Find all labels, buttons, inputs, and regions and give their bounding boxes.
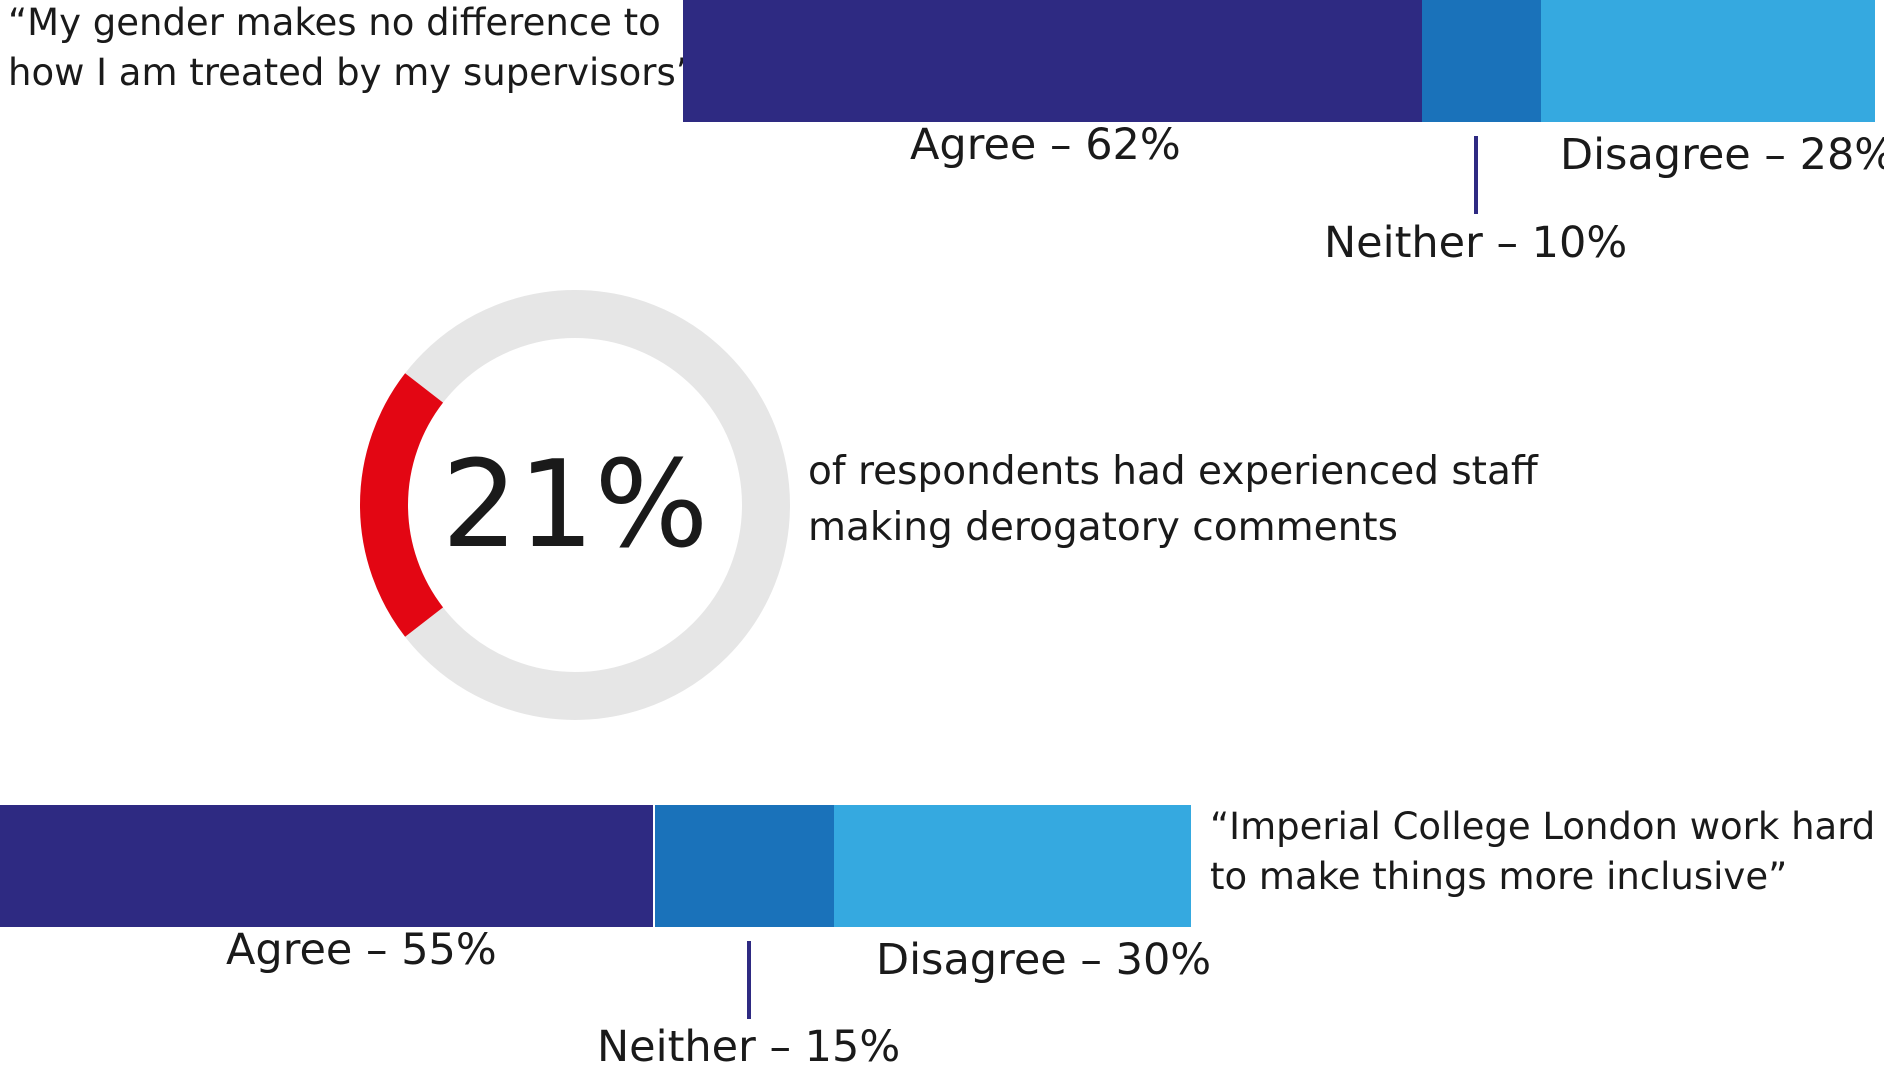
- question-2-line-1: “Imperial College London work hard: [1210, 805, 1876, 848]
- bar-1-neither-tick: [1474, 136, 1478, 214]
- question-1-line-1: “My gender makes no difference to: [8, 1, 661, 44]
- donut-caption-line-2: making derogatory comments: [808, 505, 1398, 550]
- bar-2-disagree-label: Disagree – 30%: [876, 935, 1212, 985]
- survey-question-1: “My gender makes no difference to how I …: [8, 0, 695, 98]
- bar-1-disagree-label: Disagree – 28%: [1560, 130, 1884, 180]
- bar-1-agree-segment: [683, 0, 1423, 122]
- survey-question-2: “Imperial College London work hard to ma…: [1210, 802, 1875, 902]
- bar-2-neither-segment: [655, 805, 834, 927]
- bar-2-neither-tick: [747, 941, 751, 1019]
- bar-1-disagree-segment: [1541, 0, 1875, 122]
- bar-2-agree-label: Agree – 55%: [226, 925, 497, 975]
- donut-highlight-arc: [360, 373, 444, 637]
- stacked-bar-1: [683, 0, 1875, 122]
- bar-1-neither-segment: [1422, 0, 1542, 122]
- question-2-line-2: to make things more inclusive”: [1210, 855, 1788, 898]
- donut-svg: [360, 290, 790, 720]
- donut-caption-line-1: of respondents had experienced staff: [808, 449, 1538, 494]
- bar-2-agree-segment: [0, 805, 656, 927]
- bar-2-neither-label: Neither – 15%: [597, 1022, 901, 1072]
- stacked-bar-2: [0, 805, 1191, 927]
- bar-2-disagree-segment: [833, 805, 1191, 927]
- question-1-line-2: how I am treated by my supervisors”: [8, 51, 695, 94]
- donut-center-value: 21%: [441, 435, 709, 575]
- bar-1-agree-label: Agree – 62%: [910, 120, 1181, 170]
- donut-chart: 21%: [360, 290, 790, 720]
- bar-1-neither-label: Neither – 10%: [1324, 218, 1628, 268]
- donut-caption: of respondents had experienced staff mak…: [808, 444, 1538, 556]
